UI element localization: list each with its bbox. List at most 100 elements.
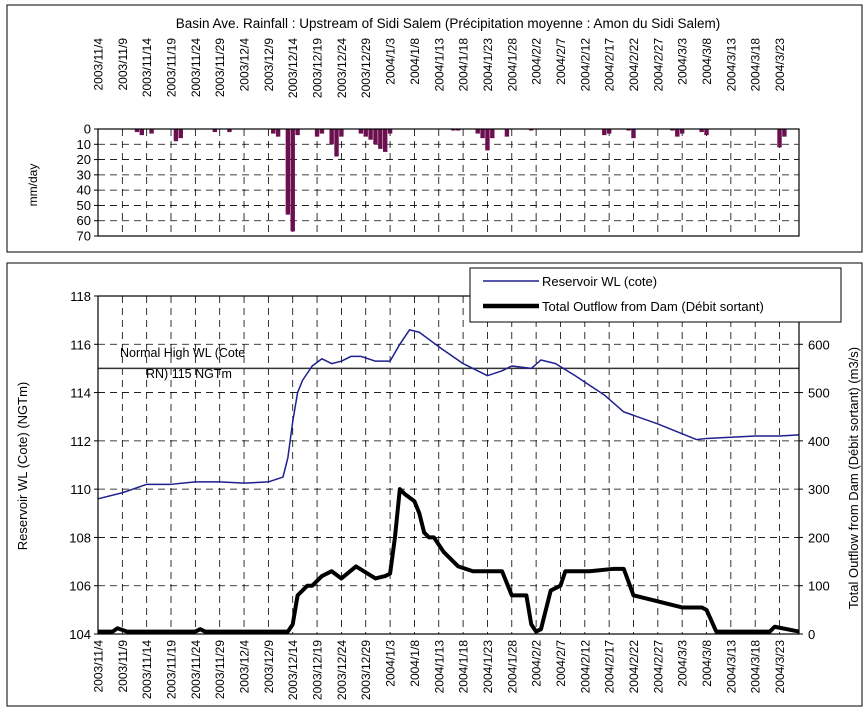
rainfall-x-tick-label: 2003/12/14 — [286, 38, 300, 98]
rainfall-x-ticks: 2003/11/4 2003/11/9 2003/11/14 2003/11/19 20… — [92, 38, 788, 98]
rainfall-bar — [475, 129, 480, 134]
rainfall-bar — [139, 129, 145, 136]
rainfall-bar — [373, 129, 378, 145]
rainfall-x-tick-label: 2004/3/8 — [700, 38, 714, 85]
rainfall-bar — [777, 129, 782, 148]
rainfall-x-tick-label: 2003/12/4 — [238, 38, 252, 92]
water-level-x-tick-label: 2004/2/2 — [530, 640, 544, 687]
rainfall-bar — [134, 129, 140, 133]
total-outflow-line — [98, 487, 800, 634]
water-level-y-tick-label: 112 — [70, 434, 91, 449]
water-level-y-tick-label: 110 — [70, 482, 91, 497]
rainfall-x-tick-label: 2003/11/24 — [189, 38, 203, 97]
rainfall-bar — [679, 129, 685, 134]
rainfall-bar — [675, 129, 680, 137]
outflow-y-tick-label: 300 — [808, 482, 830, 497]
rainfall-bar — [314, 129, 320, 137]
water-level-y-tick-label: 116 — [70, 337, 91, 352]
rainfall-bar — [178, 129, 183, 139]
normal-high-wl-label-line-2: RN) 115 NGTm — [146, 367, 232, 381]
rainfall-x-tick-label: 2004/1/13 — [432, 38, 446, 92]
rainfall-bar — [227, 129, 232, 133]
water-level-x-tick-label: 2004/1/23 — [481, 640, 495, 694]
rainfall-x-tick-label: 2004/3/18 — [749, 38, 763, 92]
rainfall-x-tick-label: 2004/2/12 — [578, 38, 592, 92]
rainfall-x-tick-label: 2004/2/2 — [530, 38, 544, 85]
rainfall-bar — [295, 129, 300, 136]
rainfall-bar — [485, 129, 490, 151]
rainfall-bar — [368, 129, 373, 140]
rainfall-bar — [173, 129, 179, 142]
water-level-x-tick-label: 2003/12/14 — [286, 640, 300, 700]
water-level-series — [97, 329, 800, 634]
rainfall-x-tick-label: 2004/3/13 — [724, 38, 738, 92]
rainfall-y-tick-label: 20 — [77, 152, 91, 167]
outflow-y-tick-label: 200 — [808, 530, 830, 545]
rainfall-x-tick-label: 2003/11/19 — [165, 38, 179, 97]
outflow-y-axis-label: Total Outflow from Dam (Débit sortant) (… — [846, 347, 861, 609]
rainfall-x-tick-label: 2003/11/14 — [140, 38, 154, 97]
rainfall-x-tick-label: 2003/12/19 — [311, 38, 325, 98]
water-level-x-tick-label: 2004/2/22 — [627, 640, 641, 694]
water-level-y-tick-label: 108 — [69, 530, 91, 545]
water-level-grid — [97, 296, 799, 634]
rainfall-bar — [329, 129, 334, 145]
rainfall-x-tick-label: 2004/1/23 — [481, 38, 495, 92]
rainfall-y-tick-label: 70 — [77, 229, 91, 244]
rainfall-bar — [285, 129, 291, 215]
reservoir-wl-line — [97, 329, 800, 500]
rainfall-y-tick-label: 0 — [84, 122, 91, 137]
rainfall-bar — [358, 129, 364, 134]
rainfall-bars — [134, 129, 787, 232]
legend-label-total-outflow: Total Outflow from Dam (Débit sortant) — [542, 299, 764, 314]
water-level-x-tick-label: 2003/12/19 — [311, 640, 325, 700]
outflow-y-tick-label: 0 — [808, 627, 815, 642]
water-level-y-tick-label: 118 — [70, 289, 91, 304]
rainfall-x-tick-label: 2004/1/3 — [384, 38, 398, 85]
water-level-panel-frame — [6, 262, 863, 707]
outflow-y-ticks: 0 100 200 300 400 500 600 — [799, 337, 830, 642]
water-level-x-tick-label: 2004/1/28 — [505, 640, 519, 694]
rainfall-y-tick-label: 60 — [77, 213, 91, 228]
water-level-x-tick-label: 2003/11/29 — [213, 640, 227, 699]
water-level-x-tick-label: 2004/3/23 — [773, 640, 787, 694]
rainfall-bar — [782, 129, 787, 137]
water-level-x-tick-label: 2003/11/4 — [92, 640, 106, 693]
rainfall-y-tick-label: 30 — [77, 167, 91, 182]
rainfall-x-tick-label: 2003/11/4 — [92, 38, 106, 91]
rainfall-bar — [212, 129, 218, 133]
water-level-x-tick-label: 2004/1/18 — [457, 640, 471, 694]
legend: Reservoir WL (cote) Total Outflow from D… — [469, 267, 842, 323]
outflow-y-tick-label: 500 — [808, 386, 830, 401]
water-level-x-tick-label: 2003/11/9 — [116, 640, 130, 693]
rainfall-y-tick-label: 40 — [77, 183, 91, 198]
rainfall-bar — [602, 129, 607, 136]
rainfall-x-tick-label: 2004/3/23 — [773, 38, 787, 92]
water-level-y-tick-label: 106 — [69, 579, 91, 594]
rainfall-x-tick-label: 2004/3/3 — [676, 38, 690, 85]
water-level-x-tick-label: 2004/2/7 — [554, 640, 568, 687]
rainfall-y-tick-label: 10 — [77, 137, 91, 152]
water-level-y-tick-label: 104 — [69, 627, 91, 642]
water-level-x-tick-label: 2003/11/19 — [165, 640, 179, 699]
rainfall-x-tick-label: 2004/1/8 — [408, 38, 422, 85]
rainfall-bar — [699, 129, 704, 133]
rainfall-bar — [149, 129, 154, 134]
rainfall-bar — [626, 129, 631, 131]
rainfall-bar — [631, 129, 636, 139]
water-level-x-tick-label: 2004/1/8 — [408, 640, 422, 687]
rainfall-x-tick-label: 2004/2/22 — [627, 38, 641, 92]
legend-label-reservoir-wl: Reservoir WL (cote) — [542, 274, 657, 289]
rainfall-x-tick-label: 2004/1/28 — [505, 38, 519, 92]
water-level-x-tick-label: 2004/3/3 — [676, 640, 690, 687]
rainfall-bar — [529, 129, 534, 131]
water-level-x-tick-label: 2004/2/12 — [578, 640, 592, 694]
water-level-plot-border — [97, 295, 800, 635]
rainfall-bar — [290, 129, 295, 232]
rainfall-x-tick-label: 2003/12/9 — [262, 38, 276, 92]
water-level-x-tick-label: 2004/3/8 — [700, 640, 714, 687]
water-level-x-tick-label: 2003/12/9 — [262, 640, 276, 694]
rainfall-x-tick-label: 2004/2/7 — [554, 38, 568, 85]
rainfall-bar — [383, 129, 388, 152]
